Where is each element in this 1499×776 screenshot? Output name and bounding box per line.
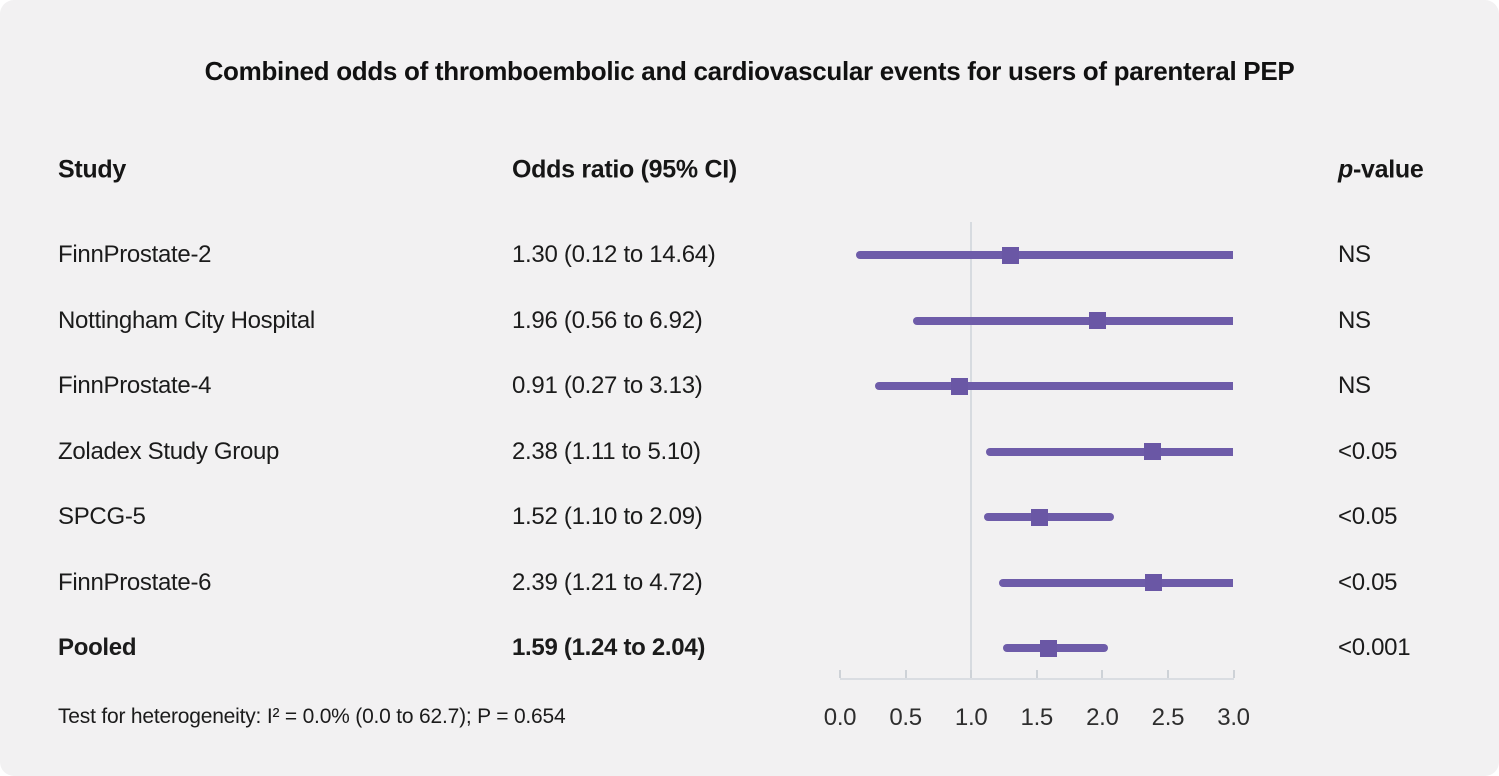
p-value-header-italic-p: p [1338, 155, 1353, 184]
p-value: NS [1338, 306, 1371, 334]
heterogeneity-note: Test for heterogeneity: I² = 0.0% (0.0 t… [58, 705, 566, 728]
or-marker [950, 377, 968, 395]
column-header-p-value: p-value [1338, 155, 1424, 185]
x-axis-tick-label: 2.5 [1151, 704, 1185, 731]
x-axis-tick [1035, 670, 1038, 678]
p-value: NS [1338, 372, 1371, 399]
study-name: FinnProstate-2 [58, 241, 212, 268]
study-name: Zoladex Study Group [58, 437, 280, 465]
x-axis-tick [1166, 670, 1169, 678]
x-axis [840, 678, 1234, 680]
ci-line [855, 251, 1234, 259]
x-axis-tick [1101, 670, 1104, 678]
x-axis-tick-label: 0.0 [823, 704, 857, 731]
study-name: SPCG-5 [58, 503, 146, 530]
or-marker [1040, 639, 1058, 657]
x-axis-tick-label: 1.0 [954, 704, 988, 731]
chart-title: Combined odds of thromboembolic and card… [204, 56, 1295, 86]
study-name: FinnProstate-4 [58, 372, 212, 399]
p-value: <0.05 [1338, 437, 1398, 465]
ci-line [875, 382, 1234, 390]
ci-line [984, 513, 1115, 521]
x-axis-tick [904, 670, 907, 678]
ci-line [913, 316, 1234, 325]
p-value: <0.001 [1338, 634, 1411, 661]
x-axis-tick [970, 670, 973, 678]
column-header-odds-ratio: Odds ratio (95% CI) [512, 155, 737, 184]
ci-line [998, 578, 1234, 587]
odds-ratio-value: 1.30 (0.12 to 14.64) [512, 241, 716, 268]
odds-ratio-value: 2.39 (1.21 to 4.72) [512, 568, 703, 596]
x-axis-tick [839, 670, 841, 678]
x-axis-tick [1232, 670, 1235, 678]
reference-line [970, 222, 973, 680]
p-value: NS [1338, 241, 1371, 268]
or-marker [1030, 508, 1048, 526]
odds-ratio-value: 1.52 (1.10 to 2.09) [512, 503, 703, 530]
p-value-header-rest: -value [1352, 155, 1424, 184]
or-marker [1143, 443, 1161, 460]
odds-ratio-value: 2.38 (1.11 to 5.10) [512, 437, 701, 465]
p-value: <0.05 [1338, 568, 1398, 596]
x-axis-tick-label: 0.5 [889, 704, 922, 731]
odds-ratio-value: 1.59 (1.24 to 2.04) [512, 634, 706, 661]
ci-line [985, 447, 1234, 456]
x-axis-tick-label: 2.0 [1086, 704, 1119, 731]
odds-ratio-value: 0.91 (0.27 to 3.13) [512, 372, 703, 399]
or-marker [1088, 312, 1106, 329]
study-name: FinnProstate-6 [58, 568, 212, 596]
or-marker [1002, 246, 1020, 264]
p-value: <0.05 [1338, 503, 1398, 530]
or-marker [1144, 574, 1162, 591]
x-axis-tick-label: 1.5 [1020, 704, 1054, 731]
x-axis-tick-label: 3.0 [1217, 704, 1250, 731]
odds-ratio-value: 1.96 (0.56 to 6.92) [512, 306, 703, 334]
column-header-study: Study [58, 155, 126, 184]
study-name: Nottingham City Hospital [58, 306, 315, 334]
study-name: Pooled [58, 634, 137, 661]
